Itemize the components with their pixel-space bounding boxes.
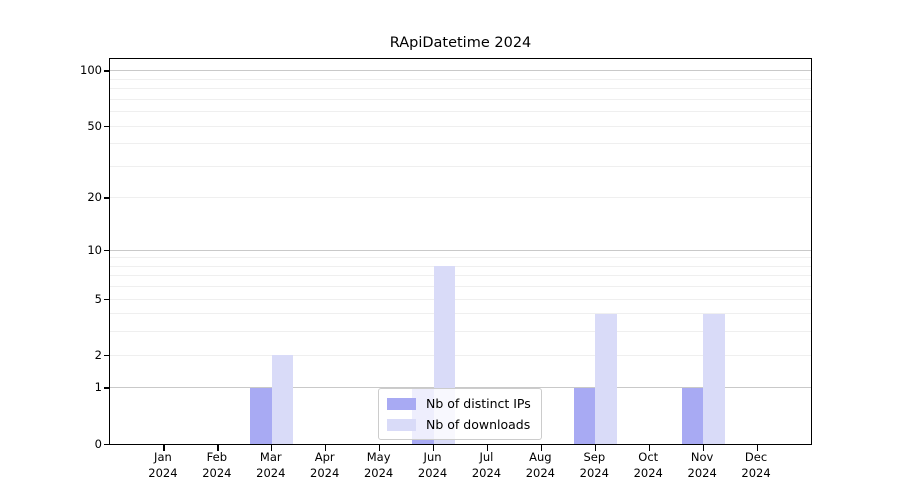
gridline bbox=[110, 354, 811, 356]
y-tick-mark bbox=[104, 354, 110, 356]
plot-area: Nb of distinct IPs Nb of downloads 0 1 2 5 10… bbox=[80, 58, 812, 451]
gridline bbox=[110, 298, 811, 300]
x-axis-tick-label: May 2024 bbox=[344, 449, 414, 481]
legend-entry: Nb of downloads bbox=[387, 417, 531, 432]
gridline bbox=[110, 286, 811, 288]
x-axis-tick-year: 2024 bbox=[633, 466, 663, 480]
gridline bbox=[110, 111, 811, 113]
x-axis-tick-label: Jan 2024 bbox=[128, 449, 198, 481]
x-axis-tick-label: Aug 2024 bbox=[505, 449, 575, 481]
x-axis-tick-label: Jul 2024 bbox=[451, 449, 521, 481]
x-tick-mark bbox=[163, 445, 165, 451]
gridline bbox=[110, 78, 811, 80]
chart-title: RApiDatetime 2024 bbox=[389, 35, 532, 51]
y-axis-tick-label: 5 bbox=[94, 291, 102, 306]
x-axis-tick-year: 2024 bbox=[579, 466, 609, 480]
legend-entry: Nb of distinct IPs bbox=[387, 396, 531, 411]
legend-swatch-downloads bbox=[387, 418, 416, 431]
gridline bbox=[110, 275, 811, 277]
x-axis-tick-year: 2024 bbox=[417, 466, 448, 480]
legend-label: Nb of distinct IPs bbox=[426, 396, 531, 411]
gridline bbox=[110, 125, 811, 127]
y-tick-mark bbox=[104, 443, 110, 445]
x-axis-tick-label: Dec 2024 bbox=[721, 449, 791, 481]
x-axis-tick-year: 2024 bbox=[525, 466, 556, 480]
x-tick-mark bbox=[433, 445, 435, 451]
y-tick-mark bbox=[104, 387, 110, 389]
bar-downloads-mar-2024 bbox=[271, 355, 294, 444]
x-tick-mark bbox=[702, 445, 704, 451]
gridline bbox=[110, 98, 811, 100]
x-axis-tick-year: 2024 bbox=[741, 466, 771, 480]
x-axis-tick-label: Feb 2024 bbox=[182, 449, 252, 481]
x-axis-tick-label: Nov 2024 bbox=[667, 449, 737, 481]
x-tick-mark bbox=[648, 445, 650, 451]
bar-distinct-ips-nov-2024 bbox=[681, 387, 704, 444]
gridline bbox=[110, 197, 811, 199]
y-axis-tick-label: 1 bbox=[94, 380, 102, 395]
x-tick-mark bbox=[540, 445, 543, 451]
gridline bbox=[110, 165, 811, 167]
y-axis-tick-label: 10 bbox=[87, 242, 102, 257]
gridline bbox=[110, 265, 811, 267]
legend-swatch-distinct-ips bbox=[387, 397, 416, 410]
y-tick-mark bbox=[104, 249, 110, 251]
y-tick-mark bbox=[104, 125, 110, 127]
x-axis-tick-year: 2024 bbox=[202, 466, 232, 480]
bar-downloads-nov-2024 bbox=[703, 313, 725, 444]
x-axis-tick-year: 2024 bbox=[363, 466, 394, 480]
legend-label: Nb of downloads bbox=[426, 417, 531, 432]
legend: Nb of distinct IPs Nb of downloads bbox=[378, 388, 542, 440]
x-tick-mark bbox=[486, 445, 489, 451]
x-tick-mark bbox=[594, 445, 596, 451]
bar-downloads-sep-2024 bbox=[595, 313, 617, 444]
x-tick-mark bbox=[217, 445, 219, 451]
x-axis-tick-year: 2024 bbox=[687, 466, 717, 480]
gridline bbox=[110, 88, 811, 90]
y-axis-tick-label: 100 bbox=[80, 63, 102, 78]
x-axis-tick-label: Apr 2024 bbox=[290, 449, 360, 481]
y-axis-tick-label: 20 bbox=[87, 190, 102, 205]
y-tick-mark bbox=[104, 70, 110, 72]
gridline bbox=[110, 331, 811, 333]
y-tick-mark bbox=[104, 197, 110, 199]
y-axis-tick-label: 50 bbox=[87, 118, 102, 133]
y-axis-tick-label: 2 bbox=[94, 347, 102, 362]
x-tick-mark bbox=[379, 445, 381, 451]
x-axis-tick-year: 2024 bbox=[148, 466, 178, 480]
x-axis-tick-label: Jun 2024 bbox=[398, 449, 468, 481]
x-axis-tick-label: Sep 2024 bbox=[559, 449, 629, 481]
bar-distinct-ips-mar-2024 bbox=[250, 387, 272, 444]
gridline bbox=[110, 257, 811, 259]
x-axis-tick-year: 2024 bbox=[310, 466, 340, 480]
x-axis-tick-label: Oct 2024 bbox=[613, 449, 683, 481]
x-axis-tick-year: 2024 bbox=[256, 466, 286, 480]
x-tick-mark bbox=[271, 445, 273, 451]
x-axis-tick-label: Mar 2024 bbox=[236, 449, 306, 481]
bar-distinct-ips-sep-2024 bbox=[573, 387, 596, 444]
gridline bbox=[110, 387, 811, 389]
gridline bbox=[110, 143, 811, 145]
x-tick-mark bbox=[325, 445, 327, 451]
y-tick-mark bbox=[104, 298, 110, 300]
y-axis-tick-label: 0 bbox=[94, 436, 102, 451]
gridline bbox=[110, 249, 811, 251]
x-tick-mark bbox=[756, 445, 758, 451]
x-axis-tick-year: 2024 bbox=[471, 466, 502, 480]
gridline bbox=[110, 70, 811, 72]
gridline bbox=[110, 313, 811, 315]
